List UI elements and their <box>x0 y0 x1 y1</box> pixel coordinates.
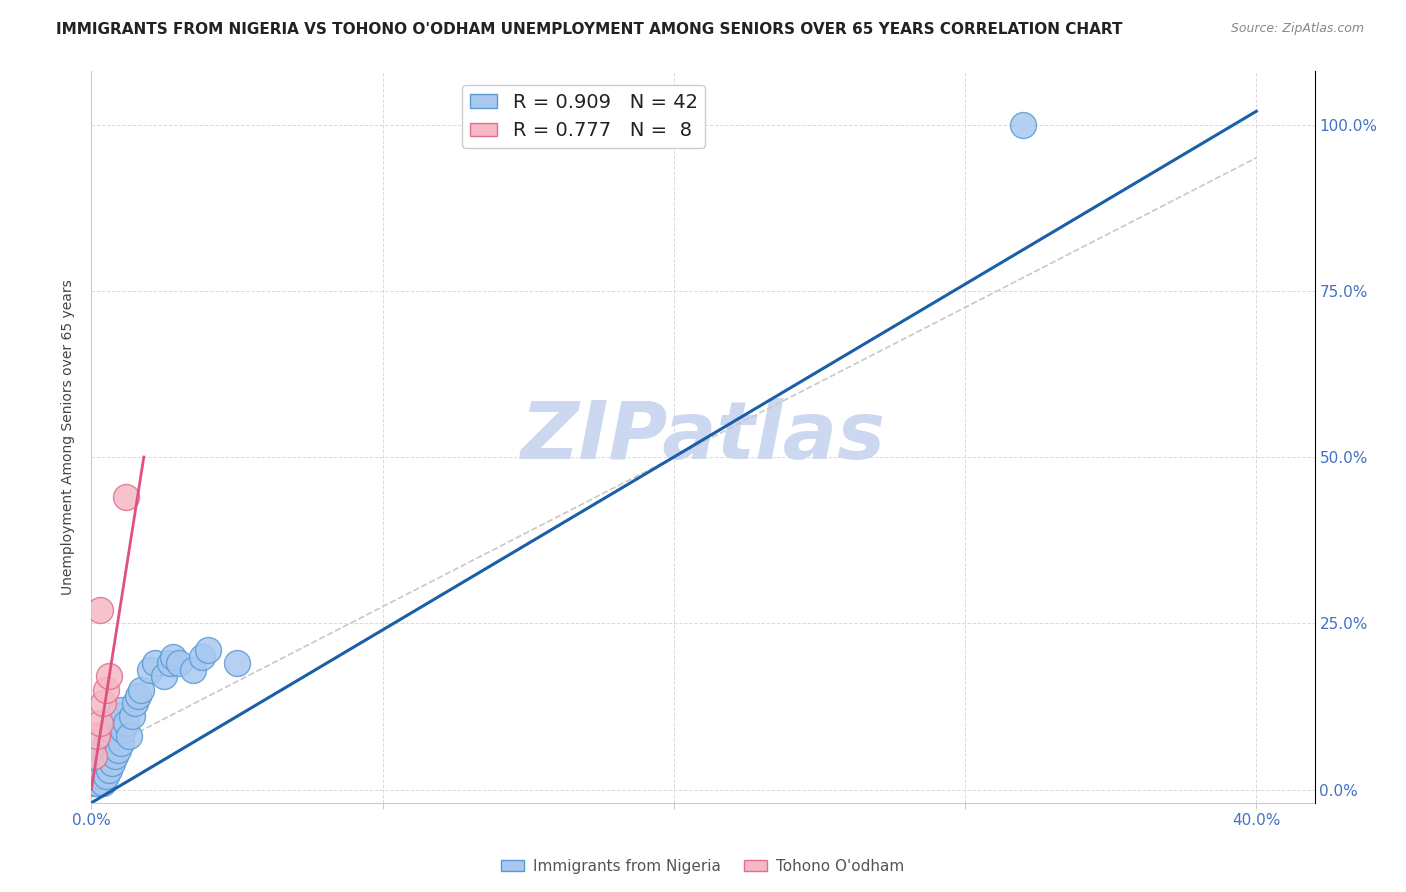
Point <box>86 756 108 770</box>
Point <box>226 656 249 670</box>
Point <box>115 716 138 731</box>
Point <box>115 490 138 504</box>
Point <box>91 756 114 770</box>
Point <box>83 749 105 764</box>
Point <box>138 663 160 677</box>
Point <box>107 742 129 756</box>
Text: IMMIGRANTS FROM NIGERIA VS TOHONO O'ODHAM UNEMPLOYMENT AMONG SENIORS OVER 65 YEA: IMMIGRANTS FROM NIGERIA VS TOHONO O'ODHA… <box>56 22 1123 37</box>
Point <box>129 682 152 697</box>
Point <box>159 656 181 670</box>
Y-axis label: Unemployment Among Seniors over 65 years: Unemployment Among Seniors over 65 years <box>62 279 76 595</box>
Point <box>89 603 111 617</box>
Point <box>110 736 132 750</box>
Point <box>112 723 135 737</box>
Legend: Immigrants from Nigeria, Tohono O'odham: Immigrants from Nigeria, Tohono O'odham <box>495 853 911 880</box>
Point <box>86 763 108 777</box>
Point <box>94 736 117 750</box>
Point <box>89 763 111 777</box>
Point <box>86 776 108 790</box>
Point <box>83 769 105 783</box>
Point <box>91 776 114 790</box>
Point <box>118 729 141 743</box>
Legend: R = 0.909   N = 42, R = 0.777   N =  8: R = 0.909 N = 42, R = 0.777 N = 8 <box>463 85 706 148</box>
Point <box>97 669 120 683</box>
Point <box>183 663 205 677</box>
Point <box>145 656 167 670</box>
Point <box>97 763 120 777</box>
Point <box>97 729 120 743</box>
Point <box>104 749 127 764</box>
Point <box>89 749 111 764</box>
Point <box>1012 118 1035 132</box>
Point <box>83 776 105 790</box>
Point <box>191 649 214 664</box>
Point <box>94 682 117 697</box>
Point <box>124 696 146 710</box>
Point <box>89 769 111 783</box>
Point <box>94 749 117 764</box>
Point <box>121 709 143 723</box>
Point <box>101 756 124 770</box>
Point <box>89 716 111 731</box>
Text: Source: ZipAtlas.com: Source: ZipAtlas.com <box>1230 22 1364 36</box>
Point <box>86 729 108 743</box>
Point <box>162 649 184 664</box>
Point <box>104 716 127 731</box>
Point <box>101 723 124 737</box>
Point <box>110 703 132 717</box>
Point <box>167 656 190 670</box>
Text: ZIPatlas: ZIPatlas <box>520 398 886 476</box>
Point <box>127 690 149 704</box>
Point <box>107 709 129 723</box>
Point <box>153 669 176 683</box>
Point <box>94 769 117 783</box>
Point <box>91 742 114 756</box>
Point <box>91 696 114 710</box>
Point <box>197 643 219 657</box>
